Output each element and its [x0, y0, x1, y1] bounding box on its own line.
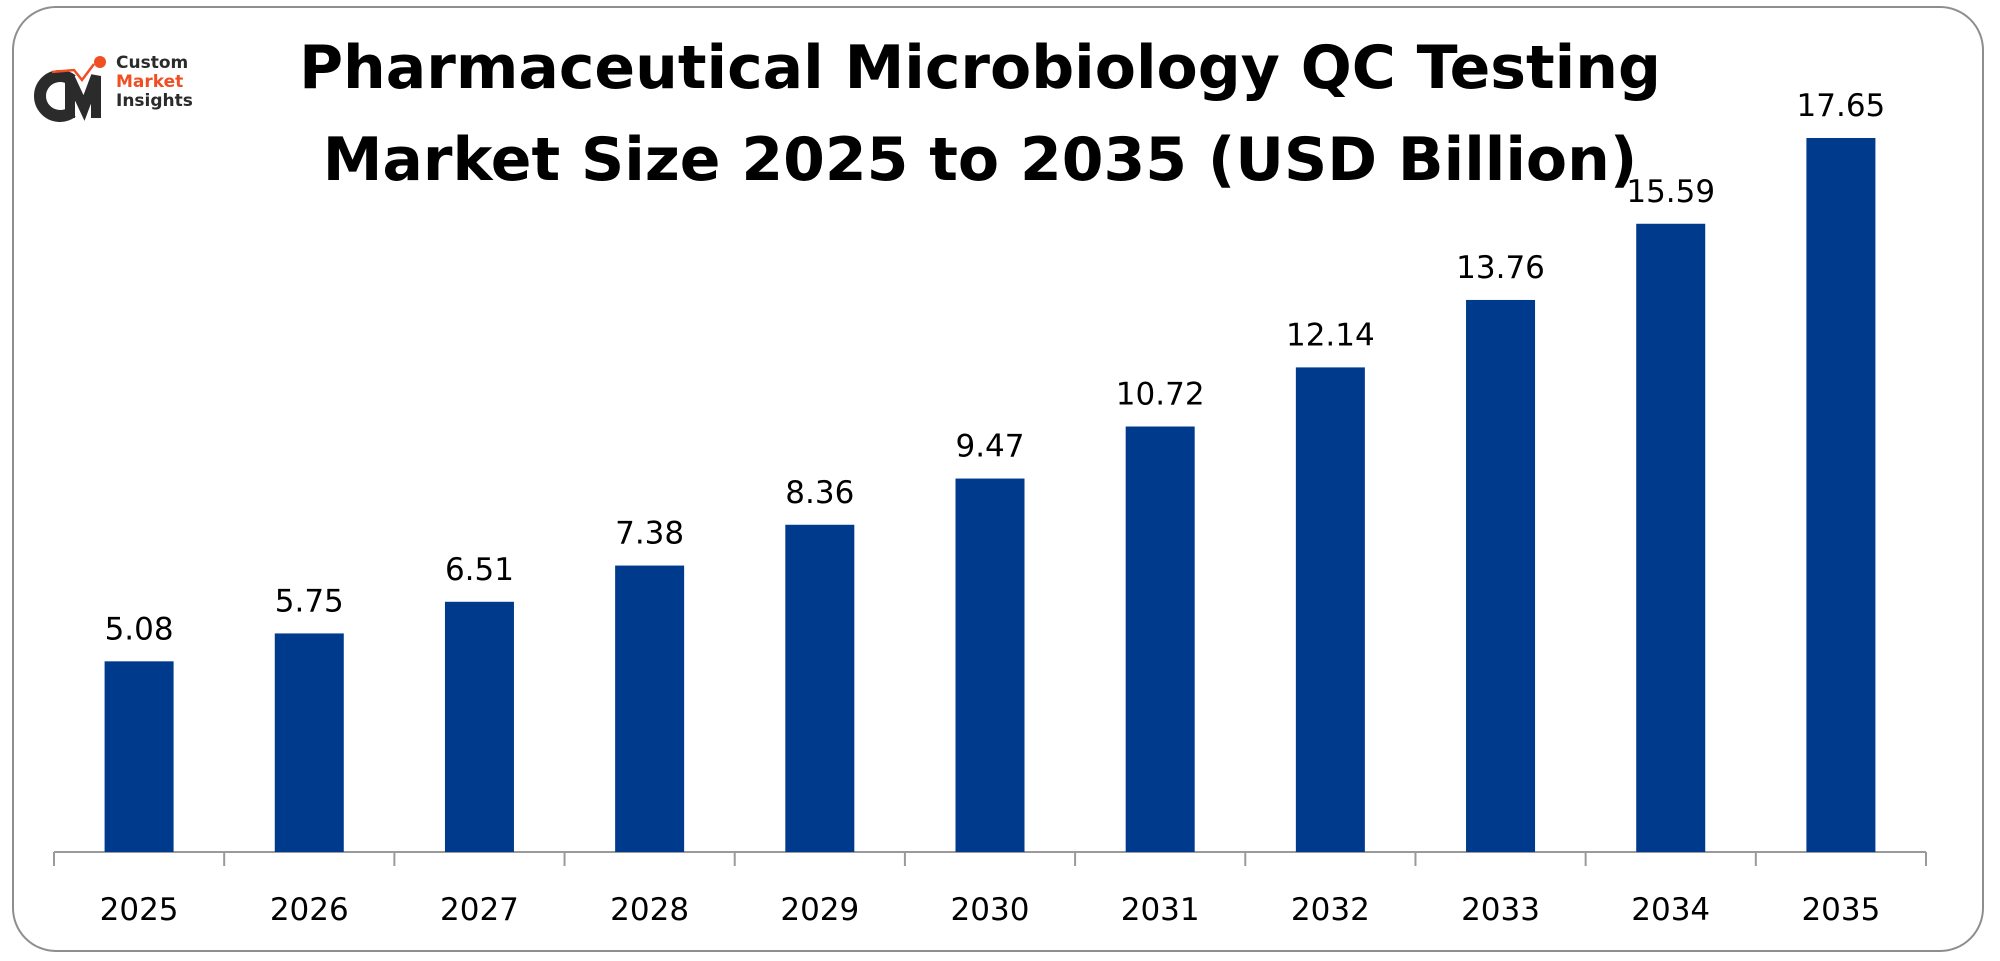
bar-2031 [1125, 426, 1195, 852]
bar-2034 [1636, 223, 1706, 853]
bar-2027 [444, 601, 514, 852]
bar-2025 [104, 661, 174, 852]
bar-2032 [1295, 367, 1365, 852]
data-label-2033: 13.76 [1456, 250, 1545, 286]
chart-title: Pharmaceutical Microbiology QC Testing M… [240, 22, 1720, 206]
x-tick-label-2025: 2025 [100, 892, 179, 928]
x-tick-label-2028: 2028 [610, 892, 689, 928]
x-tick-label-2030: 2030 [951, 892, 1030, 928]
data-label-2034: 15.59 [1626, 174, 1715, 210]
x-tick-label-2031: 2031 [1121, 892, 1200, 928]
data-label-2030: 9.47 [955, 429, 1024, 465]
data-label-2027: 6.51 [445, 552, 514, 588]
logo-text-market: Market [116, 72, 184, 92]
logo: Custom Market Insights [34, 50, 214, 130]
data-label-2026: 5.75 [275, 583, 344, 619]
bar-2026 [274, 633, 344, 852]
x-tick-label-2027: 2027 [440, 892, 519, 928]
bar-2029 [785, 524, 855, 852]
cmi-logo-mark-icon [34, 56, 106, 122]
data-label-2035: 17.65 [1797, 88, 1886, 124]
data-label-2032: 12.14 [1286, 317, 1375, 353]
data-label-2028: 7.38 [615, 516, 684, 552]
bar-2030 [955, 478, 1025, 852]
x-tick-label-2034: 2034 [1631, 892, 1710, 928]
data-label-2029: 8.36 [785, 475, 854, 511]
data-label-2031: 10.72 [1116, 377, 1205, 413]
x-tick-label-2032: 2032 [1291, 892, 1370, 928]
data-label-2025: 5.08 [105, 611, 174, 647]
x-tick-label-2026: 2026 [270, 892, 349, 928]
logo-text-insights: Insights [116, 91, 193, 111]
x-tick-label-2033: 2033 [1461, 892, 1540, 928]
chart-title-line2: Market Size 2025 to 2035 (USD Billion) [322, 125, 1638, 195]
chart-title-line1: Pharmaceutical Microbiology QC Testing [299, 33, 1661, 103]
x-tick-label-2035: 2035 [1801, 892, 1880, 928]
logo-text-custom: Custom [116, 53, 189, 73]
chart-frame [12, 6, 1984, 952]
bar-2028 [615, 565, 685, 852]
bar-2033 [1466, 299, 1536, 852]
x-tick-label-2029: 2029 [780, 892, 859, 928]
bar-2035 [1806, 138, 1876, 852]
